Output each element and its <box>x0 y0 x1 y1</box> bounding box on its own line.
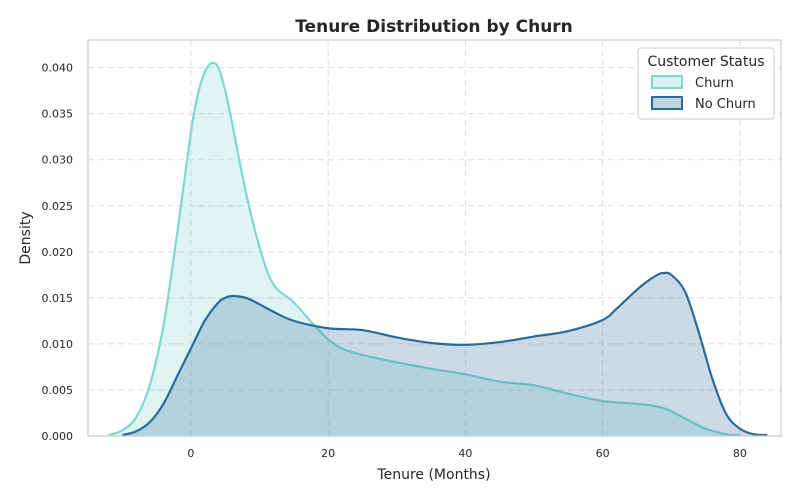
legend-box <box>637 47 775 120</box>
y-tick-label: 0.035 <box>42 108 74 121</box>
y-tick-label: 0.020 <box>42 246 74 259</box>
density-line-no-churn <box>122 271 768 437</box>
area-fill-no-churn <box>122 272 768 436</box>
x-tick-label: 0 <box>187 447 194 460</box>
y-tick-label: 0.030 <box>42 154 74 167</box>
legend: Customer Status Churn No Churn <box>637 47 775 120</box>
y-axis-label: Density <box>18 211 34 264</box>
x-axis-label: Tenure (Months) <box>376 467 490 483</box>
x-tick-label: 40 <box>458 447 472 460</box>
legend-label-no-churn: No Churn <box>695 97 756 112</box>
legend-title: Customer Status <box>647 54 764 70</box>
y-tick-label: 0.025 <box>42 200 74 213</box>
legend-swatch-churn <box>651 75 683 89</box>
legend-swatch-no-churn <box>651 96 683 110</box>
y-tick-label: 0.015 <box>42 292 74 305</box>
chart-title: Tenure Distribution by Churn <box>295 17 573 37</box>
area-fill-churn <box>108 62 740 437</box>
y-tick-label: 0.005 <box>42 384 74 397</box>
y-tick-label: 0.000 <box>42 430 74 443</box>
x-tick-label: 80 <box>733 447 747 460</box>
x-tick-label: 60 <box>596 447 610 460</box>
x-tick-label: 20 <box>321 447 335 460</box>
density-line-churn <box>108 61 740 437</box>
tick-labels: 0 20 40 60 80 0.000 0.005 0.010 0.015 0.020 0.025 0… <box>42 62 747 460</box>
y-tick-label: 0.040 <box>42 62 74 75</box>
legend-label-churn: Churn <box>695 76 734 91</box>
y-tick-label: 0.010 <box>42 338 74 351</box>
plot-frame <box>87 39 782 437</box>
plot-areas <box>108 61 768 437</box>
